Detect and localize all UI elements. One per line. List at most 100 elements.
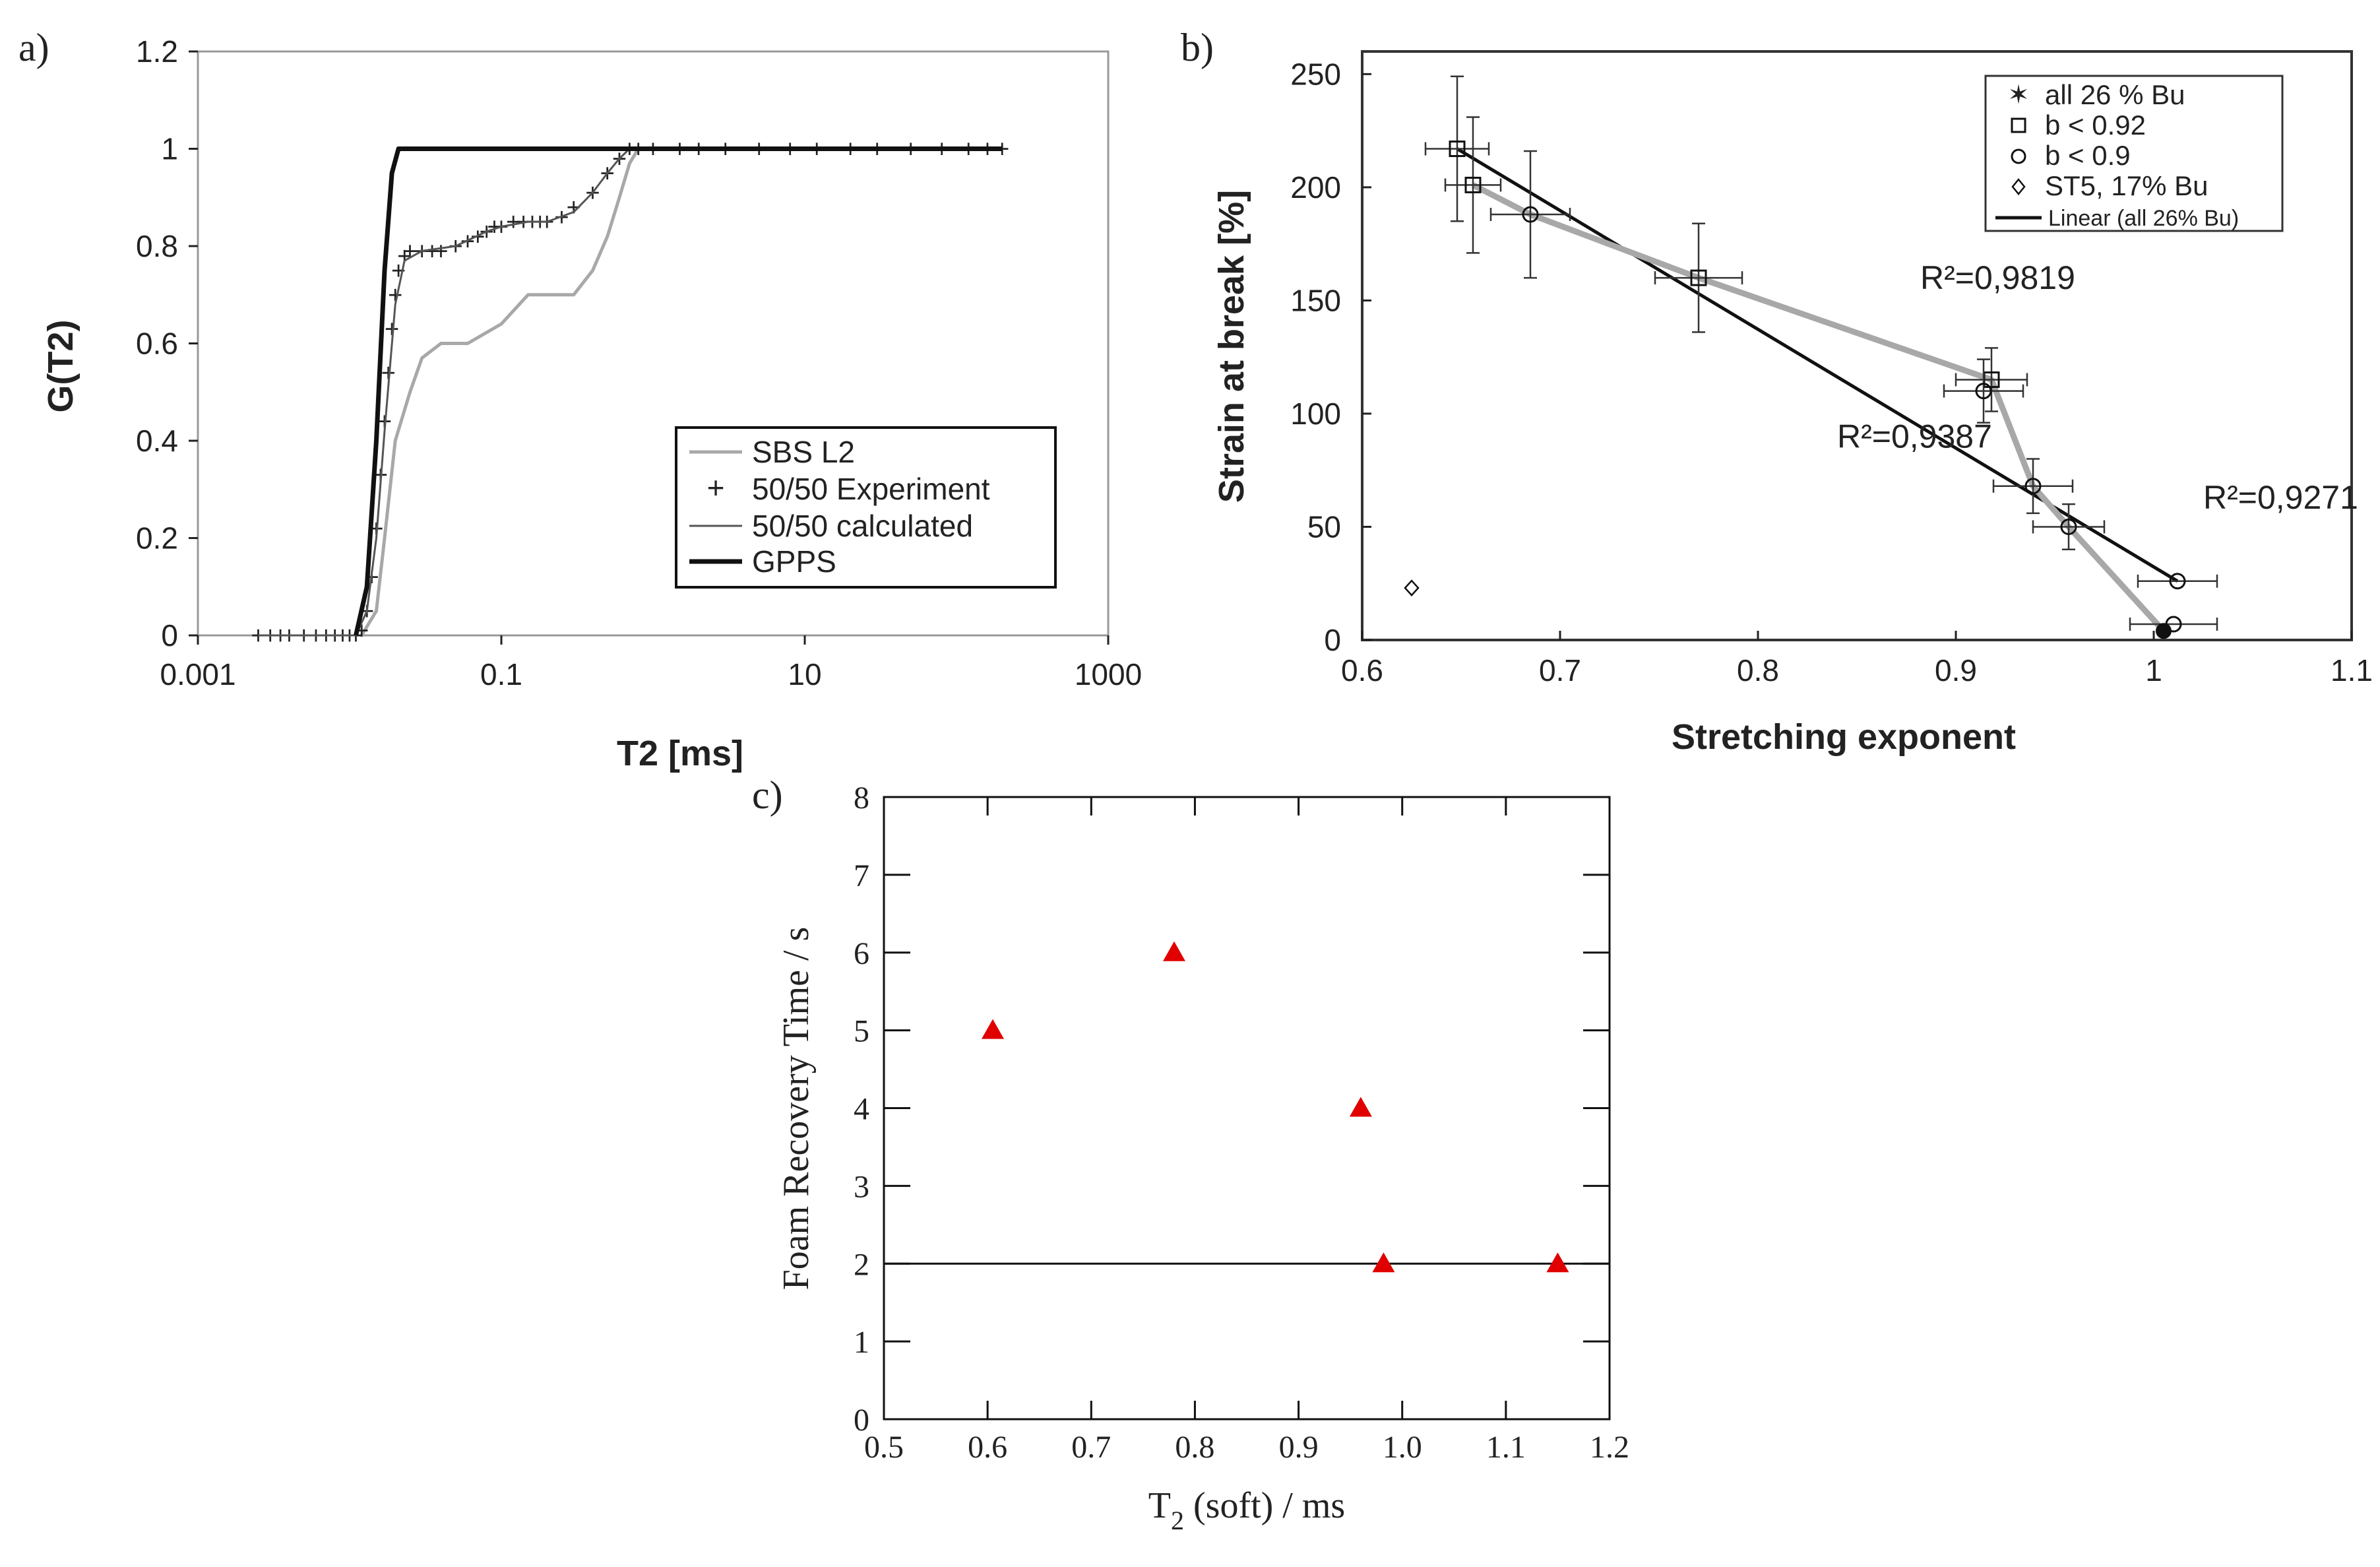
chart-b-ytick-label: 50	[1307, 509, 1341, 544]
legend-a-label-gpps: GPPS	[752, 544, 836, 579]
chart-c-xtick-label: 1.1	[1486, 1430, 1526, 1465]
chart-b-xtick-label: 0.8	[1737, 653, 1779, 688]
chart-a-ytick-label: 0.8	[136, 229, 178, 263]
chart-c-xlabel-rest: (soft) / ms	[1184, 1485, 1345, 1526]
chart-b-annotation-r2: R²=0,9271	[2203, 479, 2358, 516]
chart-c-ytick-label: 3	[854, 1169, 869, 1204]
legend-b-swatch-diamond	[2011, 178, 2026, 195]
chart-b-xtick-label: 1.1	[2331, 653, 2373, 688]
chart-b-point-circle	[1975, 383, 1992, 400]
chart-c-xtick-label: 0.9	[1279, 1430, 1319, 1465]
chart-c-xtick-label: 0.6	[968, 1430, 1007, 1465]
legend-b-swatch-all: ✶	[2007, 80, 2030, 110]
chart-a-legend: SBS L2 + 50/50 Experiment 50/50 calculat…	[675, 426, 1057, 589]
chart-c-xtick-label: 0.8	[1175, 1430, 1214, 1465]
chart-a-experiment-point: +	[425, 238, 439, 265]
chart-b-annotation-r2: R²=0,9819	[1920, 259, 2075, 296]
chart-a-ytick-label: 0	[161, 618, 178, 653]
chart-b: 0 50 100 150 200 250 0.6 0.7 0.8 0.9 1 1.1 R²=0,981…	[1212, 50, 2373, 757]
chart-c-xtick-label: 0.7	[1071, 1430, 1111, 1465]
chart-b-point-square	[1690, 269, 1707, 286]
chart-c-xlabel-sub: 2	[1171, 1506, 1184, 1535]
chart-a-experiment-point: +	[567, 194, 581, 222]
legend-b-label-diamond: ST5, 17% Bu	[2045, 170, 2208, 201]
chart-c-point-triangle	[1163, 941, 1185, 961]
chart-b-point-filled	[2156, 623, 2172, 639]
panel-c-label: c)	[752, 773, 783, 817]
chart-a-series-gpps	[354, 146, 1003, 636]
legend-a-label-experiment: 50/50 Experiment	[752, 472, 990, 506]
chart-a-experiment-point: +	[554, 204, 569, 232]
chart-c-xtick-label: 1.0	[1383, 1430, 1422, 1465]
chart-a-ytick-label: 0.4	[136, 424, 178, 458]
chart-a-experiment-point: +	[391, 257, 406, 285]
chart-a-experiment-point: +	[433, 238, 448, 265]
chart-b-ytick-label: 100	[1290, 397, 1341, 431]
chart-a-xtick-label: 1000	[1075, 657, 1142, 691]
chart-b-xtick-label: 0.6	[1341, 653, 1383, 688]
chart-b-legend: ✶ all 26 % Bu b < 0.92 b < 0.9 ST5, 17% …	[1984, 75, 2284, 232]
chart-a-xtick-label: 10	[788, 657, 821, 691]
chart-a-experiment-point: +	[470, 223, 485, 251]
chart-b-ytick-label: 150	[1290, 283, 1341, 317]
chart-a-xlabel: T2 [ms]	[617, 734, 743, 773]
chart-c-point-triangle	[982, 1019, 1004, 1039]
chart-b-point-diamond	[1404, 579, 1420, 596]
chart-c-ytick-label: 4	[854, 1092, 869, 1127]
chart-b-annotation-r2: R²=0,9387	[1837, 418, 1992, 455]
legend-a-label-calculated: 50/50 calculated	[752, 509, 973, 543]
chart-a-ytick-label: 1	[161, 132, 178, 166]
chart-c-point-triangle	[1372, 1252, 1395, 1273]
chart-b-point-square	[1464, 176, 1482, 193]
legend-b-label-circle: b < 0.9	[2045, 140, 2131, 171]
chart-c-ytick-label: 8	[854, 781, 869, 815]
chart-b-ytick-label: 0	[1324, 623, 1341, 657]
chart-b-xtick-label: 0.7	[1539, 653, 1581, 688]
chart-b-ytick-label: 200	[1290, 170, 1341, 205]
chart-a-experiment-point: +	[487, 214, 501, 241]
legend-b-label-linear: Linear (all 26% Bu)	[2048, 206, 2239, 231]
legend-a-swatch-experiment: +	[707, 470, 725, 505]
chart-a-ytick-label: 0.2	[136, 521, 178, 556]
chart-c-ytick-label: 0	[854, 1403, 869, 1438]
chart-b-plot-frame	[1361, 50, 2353, 641]
panel-b-label: b)	[1181, 26, 1214, 69]
chart-c-xlabel-main: T	[1148, 1485, 1171, 1526]
chart-b-point-square	[1449, 141, 1466, 158]
chart-c-point-triangle	[1349, 1097, 1372, 1117]
chart-b-point-circle	[2024, 478, 2042, 495]
chart-b-xtick-label: 1	[2145, 653, 2162, 688]
chart-a-ytick-label: 1.2	[136, 34, 178, 69]
chart-a-ylabel: G(T2)	[41, 320, 80, 413]
chart-c-ytick-label: 5	[854, 1014, 869, 1049]
chart-c-ytick-label: 6	[854, 936, 869, 971]
chart-a-xtick-label: 0.1	[480, 657, 522, 691]
legend-b-swatch-circle	[2011, 148, 2026, 164]
chart-c-ytick-label: 7	[854, 858, 869, 893]
legend-b-label-square: b < 0.92	[2045, 110, 2146, 141]
legend-a-label-sbs: SBS L2	[752, 435, 855, 469]
chart-a-experiment-point: +	[385, 315, 399, 343]
chart-b-ytick-label: 250	[1290, 57, 1341, 91]
chart-b-point-circle	[1522, 206, 1539, 223]
chart-c-xlabel: T2 (soft) / ms	[1148, 1485, 1345, 1535]
chart-c-point-triangle	[1546, 1252, 1569, 1273]
chart-a-experiment-point: +	[381, 360, 396, 387]
chart-a-experiment-point: +	[397, 243, 412, 271]
chart-c-xtick-label: 0.5	[864, 1430, 904, 1465]
legend-b-swatch-square	[2011, 117, 2026, 133]
chart-b-ylabel: Strain at break [%]	[1212, 190, 1251, 503]
chart-a-experiment-point: +	[506, 208, 520, 236]
chart-a-experiment-point: +	[995, 136, 1009, 164]
legend-b-label-all: all 26 % Bu	[2045, 79, 2185, 110]
chart-a-ytick-label: 0.6	[136, 327, 178, 361]
chart-c-ytick-label: 1	[854, 1325, 869, 1360]
chart-b-trend-linear	[1456, 147, 2179, 583]
chart-c-ylabel: Foam Recovery Time / s	[776, 927, 817, 1291]
panel-a-label: a)	[18, 26, 49, 69]
chart-a-xtick-label: 0.001	[160, 657, 235, 691]
chart-b-xlabel: Stretching exponent	[1672, 717, 2016, 757]
chart-c-ytick-label: 2	[854, 1247, 869, 1282]
